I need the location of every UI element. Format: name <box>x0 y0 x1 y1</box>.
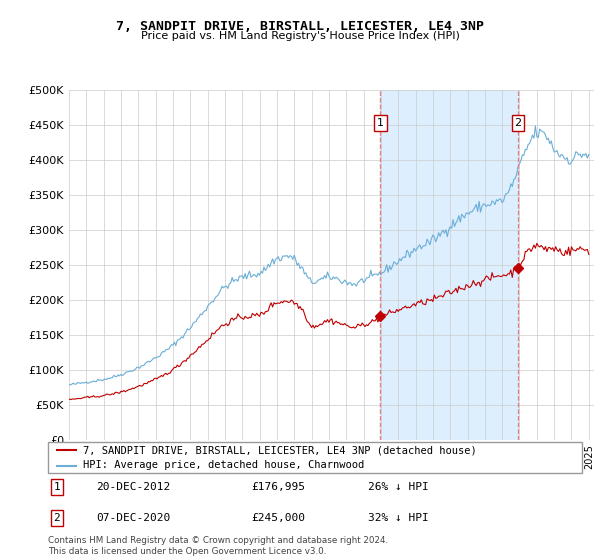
Text: 26% ↓ HPI: 26% ↓ HPI <box>368 482 429 492</box>
Text: 7, SANDPIT DRIVE, BIRSTALL, LEICESTER, LE4 3NP (detached house): 7, SANDPIT DRIVE, BIRSTALL, LEICESTER, L… <box>83 445 476 455</box>
Text: 32% ↓ HPI: 32% ↓ HPI <box>368 513 429 523</box>
Text: 07-DEC-2020: 07-DEC-2020 <box>96 513 170 523</box>
Text: Contains HM Land Registry data © Crown copyright and database right 2024.
This d: Contains HM Land Registry data © Crown c… <box>48 536 388 556</box>
FancyBboxPatch shape <box>48 442 582 473</box>
Text: 20-DEC-2012: 20-DEC-2012 <box>96 482 170 492</box>
Text: 7, SANDPIT DRIVE, BIRSTALL, LEICESTER, LE4 3NP: 7, SANDPIT DRIVE, BIRSTALL, LEICESTER, L… <box>116 20 484 32</box>
Text: 1: 1 <box>377 118 384 128</box>
Bar <box>380 90 518 440</box>
Text: 1: 1 <box>53 482 60 492</box>
Text: 2: 2 <box>515 118 521 128</box>
Text: Price paid vs. HM Land Registry's House Price Index (HPI): Price paid vs. HM Land Registry's House … <box>140 31 460 41</box>
Text: £245,000: £245,000 <box>251 513 305 523</box>
Text: 2: 2 <box>53 513 60 523</box>
Text: £176,995: £176,995 <box>251 482 305 492</box>
Text: HPI: Average price, detached house, Charnwood: HPI: Average price, detached house, Char… <box>83 460 364 470</box>
